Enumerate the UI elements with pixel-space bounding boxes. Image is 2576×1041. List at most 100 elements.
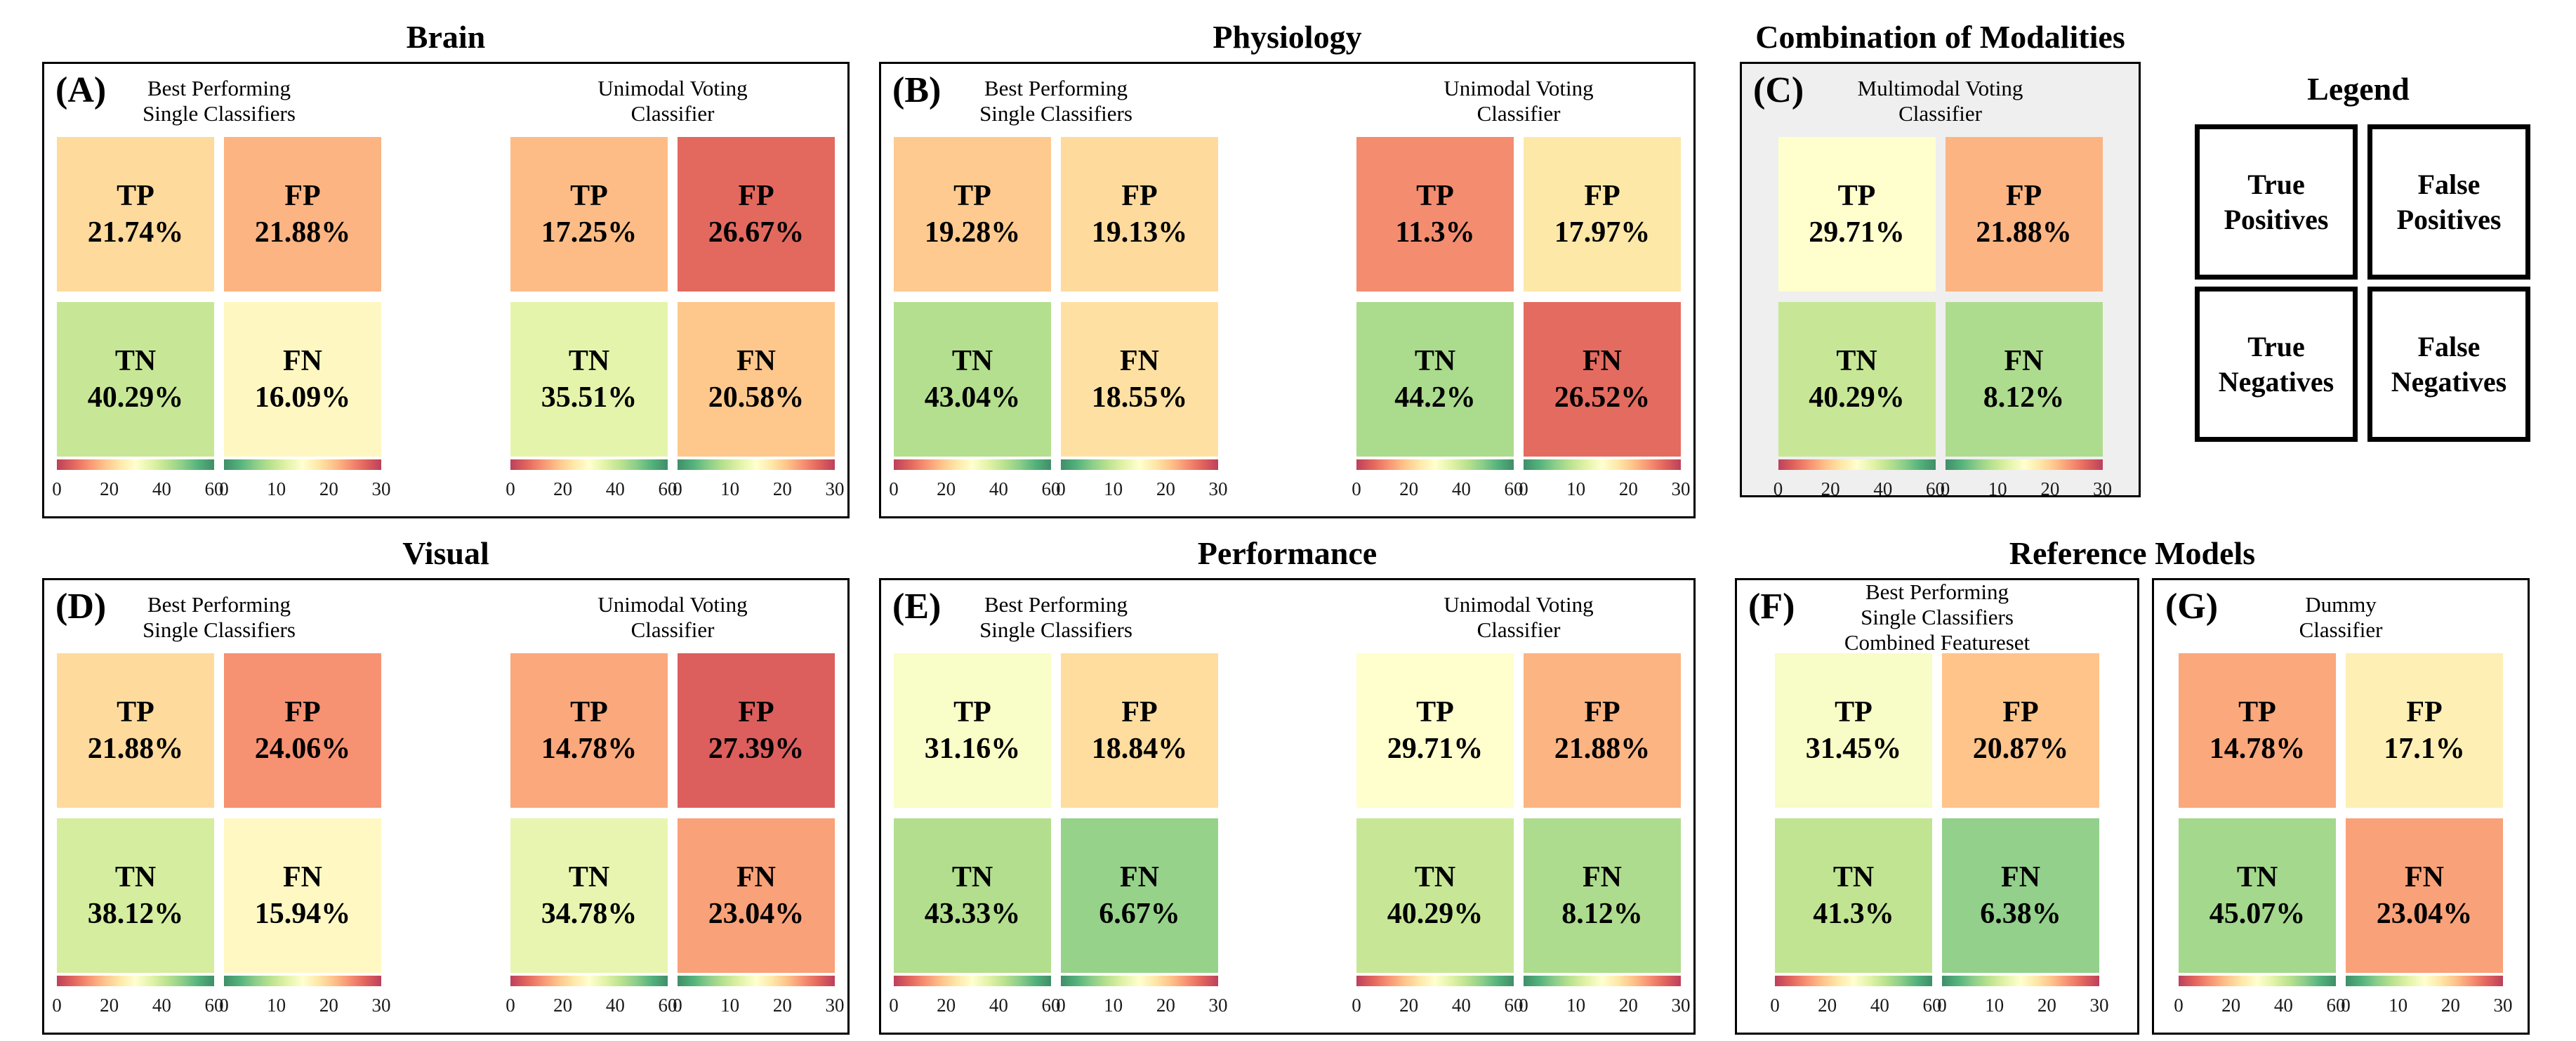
group-title-physiology: Physiology [1213,19,1362,55]
matrix-grid: TP 14.78% FP 17.1% TN 45.07% FN 23.04% [2179,653,2503,973]
colorbars: 0 20 40 60 0 10 20 30 [2174,976,2513,1016]
cell-label: FN [2405,861,2444,893]
colorbar-gradient [1061,976,1218,986]
tick-label: 0 [1519,478,1528,499]
tick-label: 0 [1940,478,1950,499]
tick-label: 20 [937,995,956,1016]
panel-letter: (C) [1753,70,1804,110]
colorbar-negative: 0 10 20 30 [673,976,845,1016]
legend-box-false-negatives: False Negatives [2367,287,2530,442]
cell-value: 18.55% [1091,381,1188,414]
cell-label: FP [738,696,774,728]
colorbar-negative: 0 10 20 30 [1941,459,2112,499]
colorbar-gradient [1778,459,1936,470]
legend-label: True Negatives [2218,330,2334,398]
colorbar-ticks: 0 20 40 60 [1352,478,1523,499]
tick-label: 20 [319,995,338,1016]
matrix-header-line: Best Performing [984,76,1128,100]
legend-box-true-positives: True Positives [2195,124,2358,280]
tick-label: 20 [1399,995,1419,1016]
cell-value: 21.88% [1554,733,1651,765]
cell-label: TP [2238,696,2276,728]
matrix-header: Unimodal Voting Classifier [1356,65,1681,137]
colorbar-negative: 0 10 20 30 [1056,459,1228,499]
colorbars: 0 20 40 60 0 10 20 30 [1352,459,1691,499]
matrix-header-line: Unimodal Voting [1444,76,1594,100]
tick-label: 40 [1870,995,1889,1016]
group-title-performance: Performance [1197,535,1378,571]
tick-label: 20 [1821,478,1840,499]
cell-value: 14.78% [541,733,638,765]
panel-performance: (E) Best Performing Single Classifiers TP 31… [879,578,1696,1035]
cell-TN: TN 34.78% [510,818,668,973]
colorbar-gradient [894,976,1051,986]
cell-FN: FN 20.58% [678,302,835,457]
tick-label: 20 [1618,995,1638,1016]
colorbar-ticks: 0 10 20 30 [1519,478,1690,499]
colorbar-gradient [2179,976,2336,986]
group-title-visual: Visual [402,535,489,571]
tick-label: 30 [1208,478,1228,499]
colorbar-positive: 0 20 40 60 [1352,976,1524,1016]
tick-label: 10 [1104,478,1123,499]
cell-label: TN [568,345,610,377]
matrix-grid: TP 11.3% FP 17.97% TN 44.2% FN 26.52% [1356,137,1681,457]
tick-label: 30 [1208,995,1228,1016]
cell-FN: FN 23.04% [678,818,835,973]
confusion-matrix: Dummy Classifier TP 14.78% FP 17.1% TN 45.07% FN… [2174,582,2513,1016]
colorbar-gradient [57,976,214,986]
colorbar-ticks: 0 20 40 60 [506,478,677,499]
colorbar-gradient [57,459,214,470]
cell-label: FP [2005,180,2042,212]
matrix-header: Best Performing Single Classifiers [57,582,381,653]
legend-label: False Positives [2396,168,2502,235]
tick-label: 40 [605,478,625,499]
cell-FN: FN 18.55% [1061,302,1218,457]
cell-value: 6.67% [1099,898,1180,930]
cell-value: 21.88% [1976,216,2072,249]
tick-label: 0 [1352,478,1361,499]
matrix-header-line: Best Performing [147,76,291,100]
tick-label: 0 [889,995,899,1016]
tick-label: 20 [2440,995,2460,1016]
matrix-grid: TP 14.78% FP 27.39% TN 34.78% FN 23.04% [510,653,835,973]
cell-TN: TN 43.04% [894,302,1051,457]
colorbar-positive: 0 20 40 60 [889,459,1061,499]
cell-label: TN [951,345,993,377]
legend-label: False Negatives [2391,330,2507,398]
cell-TN: TN 41.3% [1775,818,1932,973]
matrices-row: Best Performing Single Classifiers TP 31.16… [881,580,1693,1016]
colorbar-ticks: 0 10 20 30 [673,995,844,1016]
cell-label: FN [1120,345,1159,377]
legend-label: True Positives [2224,168,2329,235]
tick-label: 10 [720,995,740,1016]
tick-label: 10 [720,478,740,499]
cell-value: 8.12% [1561,898,1643,930]
tick-label: 0 [889,478,899,499]
colorbar-ticks: 0 10 20 30 [1056,478,1227,499]
tick-label: 60 [658,478,678,499]
matrix-header-line: Combined Featureset [1844,630,2030,655]
cell-label: TP [117,696,154,728]
colorbar-negative: 0 10 20 30 [673,459,845,499]
tick-label: 60 [1922,995,1942,1016]
tick-label: 0 [506,995,515,1016]
matrices-row: Best Performing Single Classifiers TP 21.74… [44,64,847,499]
tick-label: 0 [1937,995,1947,1016]
colorbar-ticks: 0 20 40 60 [889,995,1060,1016]
cell-FP: FP 19.13% [1061,137,1218,292]
cell-label: TN [951,861,993,893]
cell-label: FP [1121,696,1158,728]
cell-FN: FN 15.94% [224,818,381,973]
cell-label: FN [1583,861,1622,893]
matrix-grid: TP 21.74% FP 21.88% TN 40.29% FN 16.09% [57,137,381,457]
tick-label: 20 [772,478,792,499]
cell-label: FN [2004,345,2044,377]
tick-label: 20 [319,478,338,499]
cell-value: 11.3% [1395,216,1475,249]
confusion-matrix: Best Performing Single Classifiers TP 21.88… [52,582,390,1016]
confusion-matrix: Unimodal Voting Classifier TP 14.78% FP 27.39… [506,582,845,1016]
tick-label: 0 [1056,995,1066,1016]
colorbar-positive: 0 20 40 60 [1352,459,1524,499]
cell-TN: TN 44.2% [1356,302,1514,457]
